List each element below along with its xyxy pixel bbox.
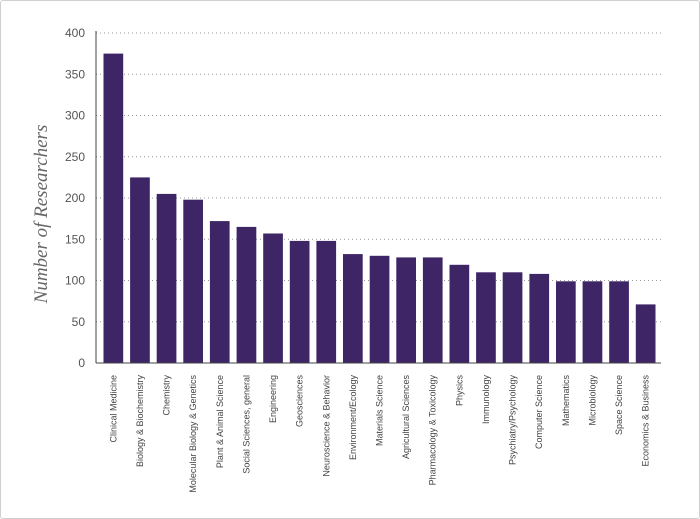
category-label: Chemistry [162,375,172,416]
bar [609,281,629,363]
bar [289,240,310,363]
y-tick-label: 100 [65,274,85,288]
bars [103,53,656,364]
y-axis-ticks: 0 50 100 150 200 250 300 350 400 [65,26,85,370]
category-label: Plant & Animal Science [215,375,225,468]
category-labels: Clinical Medicine Biology & Biochemistry C… [108,375,650,493]
category-label: Geosciences [295,375,305,428]
y-axis-label: Number of Researchers [31,125,52,305]
bar [369,255,390,364]
y-tick-label: 200 [65,191,85,205]
bar [635,304,656,363]
category-label: Microbiology [587,375,597,426]
bar [556,281,576,363]
category-label: Psychiatry/Psychology [508,375,518,466]
bar [183,199,203,363]
bar [529,273,550,363]
category-label: Social Sciences, general [241,375,251,474]
category-label: Immunology [481,375,491,425]
bar [422,257,443,363]
bar [103,53,124,363]
y-tick-label: 400 [65,26,85,40]
category-label: Molecular Biology & Genetics [188,375,198,493]
category-label: Engineering [268,375,278,423]
bar [502,272,523,364]
bar [316,240,337,363]
bar [263,233,283,363]
bar [209,221,230,363]
category-label: Mathematics [561,375,571,427]
y-tick-label: 250 [65,150,85,164]
category-label: Clinical Medicine [108,375,118,443]
category-label: Environment/Ecology [348,375,358,461]
category-label: Neuroscience & Behavior [321,375,331,477]
bar [343,254,363,363]
bar [130,177,150,363]
category-label: Pharmacology & Toxicology [428,375,438,486]
y-tick-label: 350 [65,67,85,81]
category-label: Economics & Business [641,375,651,467]
y-tick-label: 50 [72,315,86,329]
category-label: Agricultural Sciences [401,375,411,460]
category-label: Physics [454,375,464,407]
category-label: Computer Science [534,375,544,449]
bar [449,264,470,363]
bar [156,193,177,363]
y-tick-label: 300 [65,109,85,123]
category-label: Biology & Biochemistry [135,375,145,468]
y-tick-label: 150 [65,232,85,246]
bar [476,272,496,364]
bar [582,281,603,363]
y-tick-label: 0 [78,356,85,370]
bar [396,257,416,363]
bar [236,226,257,363]
category-label: Space Science [614,375,624,435]
category-label: Materials Science [375,375,385,446]
